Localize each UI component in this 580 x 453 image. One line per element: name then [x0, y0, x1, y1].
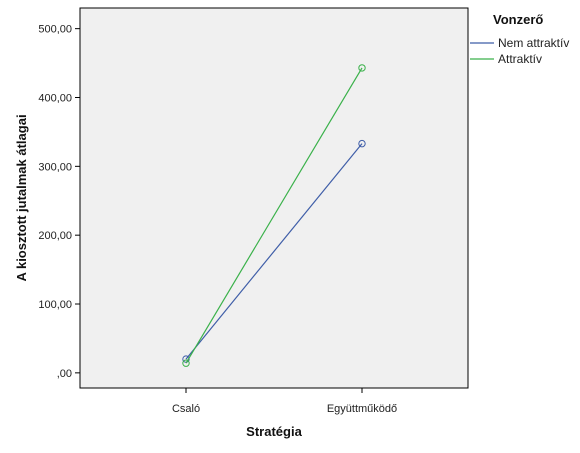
y-axis-title: A kiosztott jutalmak átlagai [14, 114, 29, 281]
legend-title: Vonzerő [493, 12, 543, 27]
legend: Vonzerő Nem attraktív Attraktív [470, 12, 569, 66]
y-tick-label: ,00 [57, 368, 72, 380]
series-2-line [185, 67, 363, 364]
x-tick-label: Együttműködő [327, 403, 397, 415]
series-1-point [358, 139, 366, 148]
plot-area [79, 7, 469, 389]
y-tick-label: 400,00 [38, 92, 72, 104]
series-2-point [182, 359, 190, 367]
y-tick-label: 100,00 [38, 299, 72, 311]
y-tick-label: 200,00 [38, 230, 72, 242]
y-tick-label: 500,00 [38, 24, 72, 36]
y-tick-label: 300,00 [38, 161, 72, 173]
series-1-line [185, 143, 363, 360]
series-2-point [358, 64, 366, 72]
legend-label: Nem attraktív [498, 36, 569, 50]
x-tick-label: Csaló [172, 403, 200, 415]
legend-label: Attraktív [498, 52, 542, 66]
x-axis-title: Stratégia [246, 424, 302, 439]
x-axis: Csaló Együttműködő [172, 388, 397, 415]
y-axis: ,00 100,00 200,00 300,00 400,00 500,00 [38, 24, 80, 380]
series-layer [182, 64, 366, 367]
